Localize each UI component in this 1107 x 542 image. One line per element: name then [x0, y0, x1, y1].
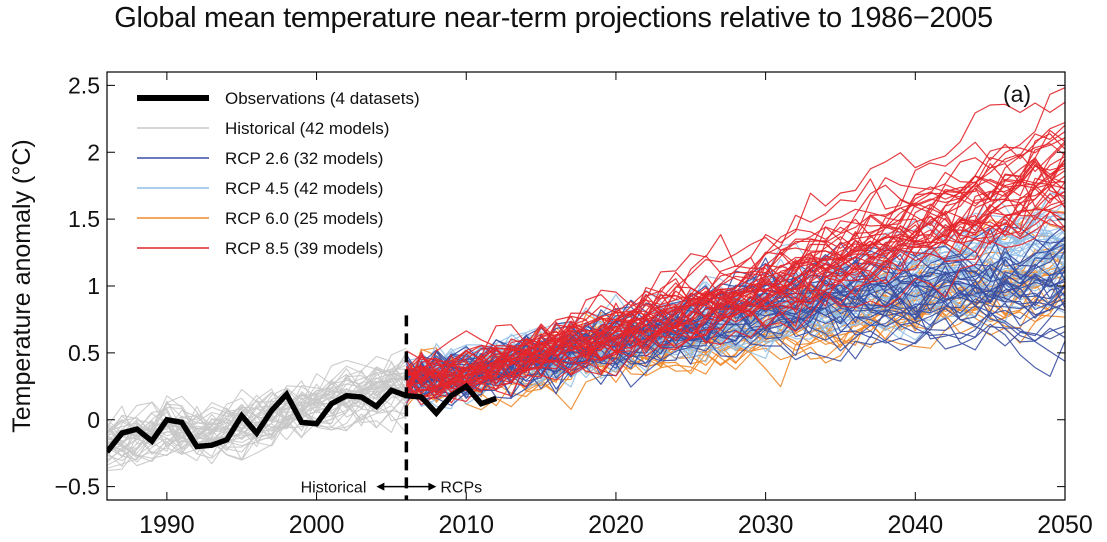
model-run-rcp26	[405, 276, 1065, 406]
model-run-rcp85	[405, 137, 1065, 378]
model-run-historical	[107, 367, 407, 467]
legend-label-historical: Historical (42 models)	[225, 119, 389, 138]
y-tick-label: 2.5	[68, 72, 100, 98]
y-tick-label: −0.5	[55, 474, 100, 500]
model-run-rcp85	[406, 177, 1065, 389]
model-run-rcp26	[406, 227, 1065, 378]
model-run-rcp85	[405, 124, 1065, 393]
y-tick-label: 1	[87, 273, 100, 299]
divider-label-historical: Historical	[301, 480, 367, 497]
legend-label-rcp85: RCP 8.5 (39 models)	[225, 239, 383, 258]
legend-label-observations: Observations (4 datasets)	[225, 89, 420, 108]
y-axis-label: Temperature anomaly (°C)	[8, 139, 36, 432]
x-tick-label: 2010	[438, 511, 494, 539]
model-run-historical	[107, 386, 407, 459]
model-run-historical	[107, 373, 407, 463]
model-run-rcp85	[405, 218, 1065, 404]
model-run-historical	[107, 401, 407, 445]
series-rcp85	[405, 87, 1065, 406]
x-tick-label: 2050	[1037, 511, 1093, 539]
model-run-rcp85	[406, 143, 1065, 385]
divider-arrow-right	[428, 482, 437, 491]
model-run-rcp85	[406, 162, 1065, 392]
legend-label-rcp26: RCP 2.6 (32 models)	[225, 149, 383, 168]
y-tick-label: 0	[87, 407, 100, 433]
model-run-rcp85	[406, 129, 1065, 380]
model-run-rcp85	[405, 131, 1065, 402]
y-tick-label: 1.5	[68, 206, 100, 232]
model-run-rcp45	[405, 244, 1065, 391]
model-run-historical	[107, 381, 407, 455]
x-tick-label: 2040	[888, 511, 944, 539]
x-tick-label: 2000	[289, 511, 345, 539]
model-run-rcp85	[405, 210, 1065, 394]
series-observations	[107, 382, 498, 454]
model-run-rcp85	[406, 176, 1065, 382]
legend-label-rcp60: RCP 6.0 (25 models)	[225, 209, 383, 228]
x-tick-label: 1990	[139, 511, 195, 539]
x-tick-label: 2030	[738, 511, 794, 539]
plot-area	[107, 87, 1065, 472]
model-run-historical	[107, 393, 407, 462]
panel-label: (a)	[1003, 81, 1031, 107]
divider-arrow-left	[376, 482, 385, 491]
chart-title: Global mean temperature near-term projec…	[114, 2, 993, 34]
y-tick-label: 0.5	[68, 340, 100, 366]
divider-label-rcps: RCPs	[440, 480, 482, 497]
model-run-rcp85	[405, 155, 1065, 393]
model-run-rcp85	[405, 211, 1065, 391]
model-run-rcp85	[405, 121, 1065, 384]
x-tick-label: 2020	[588, 511, 644, 539]
y-tick-label: 2	[87, 139, 100, 165]
legend-label-rcp45: RCP 4.5 (42 models)	[225, 179, 383, 198]
model-run-rcp85	[406, 150, 1065, 390]
series-historical	[107, 347, 407, 472]
